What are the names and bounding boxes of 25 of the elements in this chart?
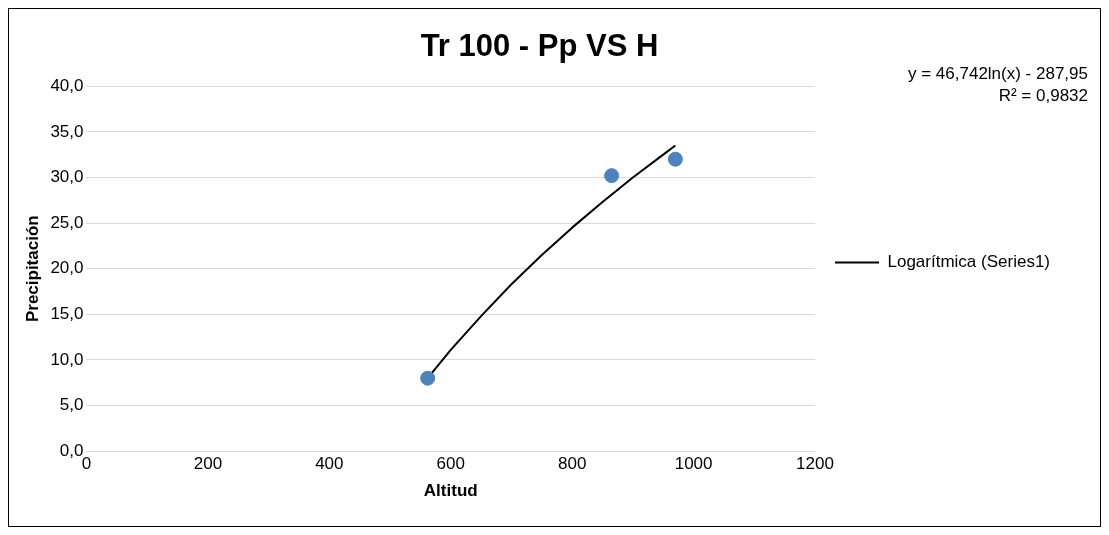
y-axis-title: Precipitación — [22, 215, 42, 323]
point — [420, 370, 436, 386]
y-tick-label: 30,0 — [50, 167, 84, 187]
x-tick-label: 800 — [557, 454, 587, 474]
chart-title: Tr 100 - Pp VS H — [420, 28, 659, 64]
y-tick-label: 25,0 — [50, 212, 84, 232]
text: R² = 0,9832 — [998, 86, 1088, 105]
point — [667, 151, 683, 167]
x-tick-label: 600 — [436, 454, 465, 474]
x-tick-label: 0 — [81, 454, 92, 474]
x-tick-label: 1000 — [674, 454, 713, 474]
y-tick-label: 15,0 — [50, 304, 84, 324]
text: y = 46,742ln(x) - 287,95 — [907, 64, 1088, 83]
y-tick-label: 20,0 — [50, 258, 84, 278]
y-tick-label: 35,0 — [50, 121, 84, 141]
point — [604, 168, 620, 184]
x-tick-label: 1200 — [796, 454, 834, 474]
x-tick-label: 200 — [193, 454, 223, 474]
y-tick-label: 5,0 — [59, 395, 84, 415]
x-tick-label: 400 — [315, 454, 344, 474]
x-axis-title: Altitud — [423, 481, 478, 501]
y-tick-label: 40,0 — [50, 75, 84, 95]
y-tick-label: 10,0 — [50, 349, 84, 369]
legend-label: Logarítmica (Series1) — [887, 252, 1051, 272]
y-tick-label: 0,0 — [59, 440, 84, 460]
